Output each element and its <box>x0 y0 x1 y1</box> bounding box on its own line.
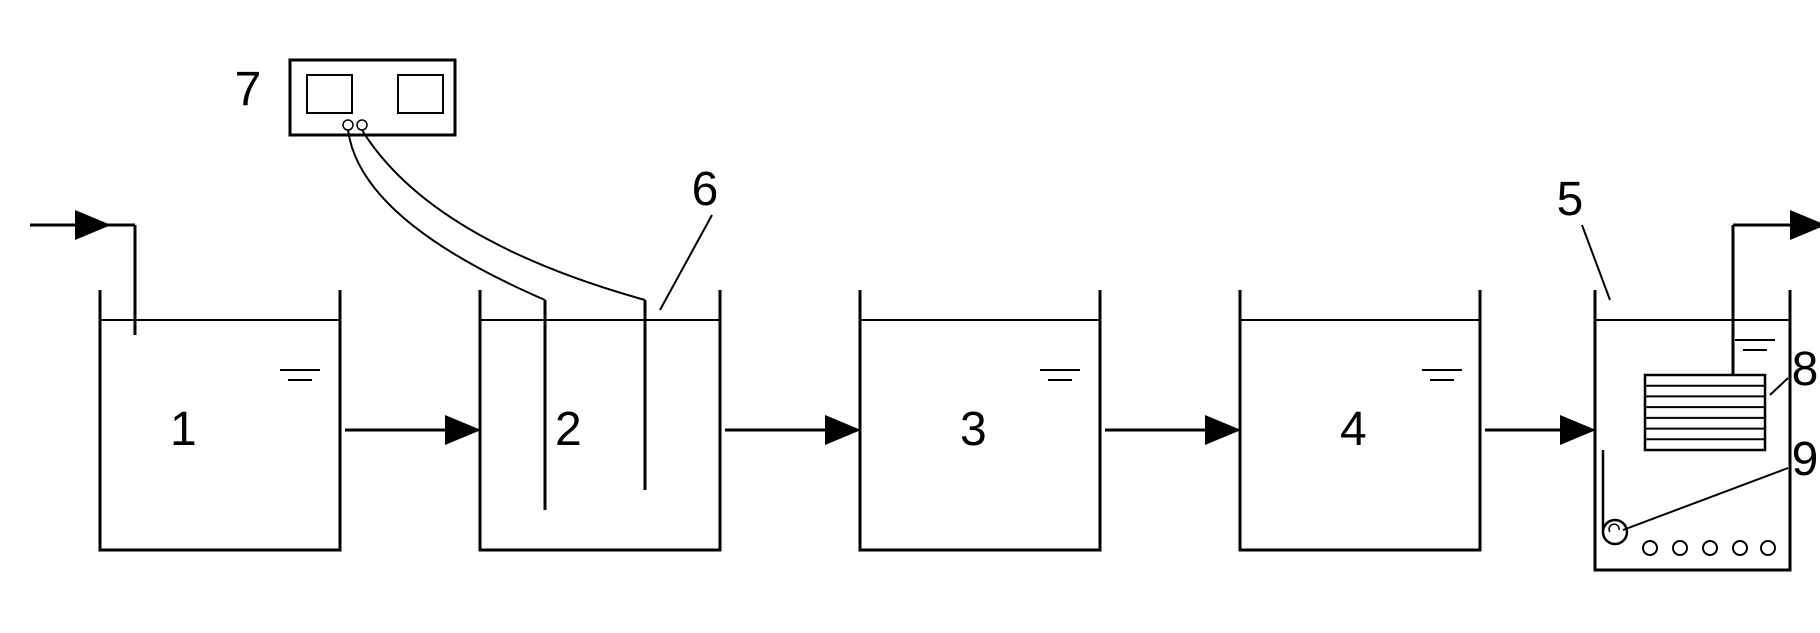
diffuser-bubble-3 <box>1733 541 1747 555</box>
callout-label-9: 9 <box>1792 433 1819 486</box>
diffuser-bubble-0 <box>1643 541 1657 555</box>
callout-label-5: 5 <box>1557 173 1584 226</box>
tank-3: 3 <box>860 290 1100 550</box>
leader-line-3 <box>1623 468 1788 530</box>
callout-label-6: 6 <box>692 163 719 216</box>
diffuser-bubble-2 <box>1703 541 1717 555</box>
tank-2-label: 2 <box>555 403 582 456</box>
tank-1-label: 1 <box>170 403 197 456</box>
wire-1 <box>362 130 645 300</box>
leader-line-0 <box>660 215 712 310</box>
tank-3-label: 3 <box>960 403 987 456</box>
leader-line-2 <box>1770 378 1788 395</box>
diffuser-bubble-4 <box>1761 541 1775 555</box>
tank-4-label: 4 <box>1340 403 1367 456</box>
leader-line-1 <box>1582 225 1610 300</box>
tank-2: 2 <box>480 290 720 550</box>
callout-label-7: 7 <box>235 63 262 116</box>
callout-label-8: 8 <box>1792 343 1819 396</box>
membrane-module <box>1645 375 1765 450</box>
tank-4: 4 <box>1240 290 1480 550</box>
diffuser-bubble-1 <box>1673 541 1687 555</box>
tank-5 <box>1595 290 1790 570</box>
air-pump <box>1603 520 1627 544</box>
monitor-device <box>290 60 455 135</box>
